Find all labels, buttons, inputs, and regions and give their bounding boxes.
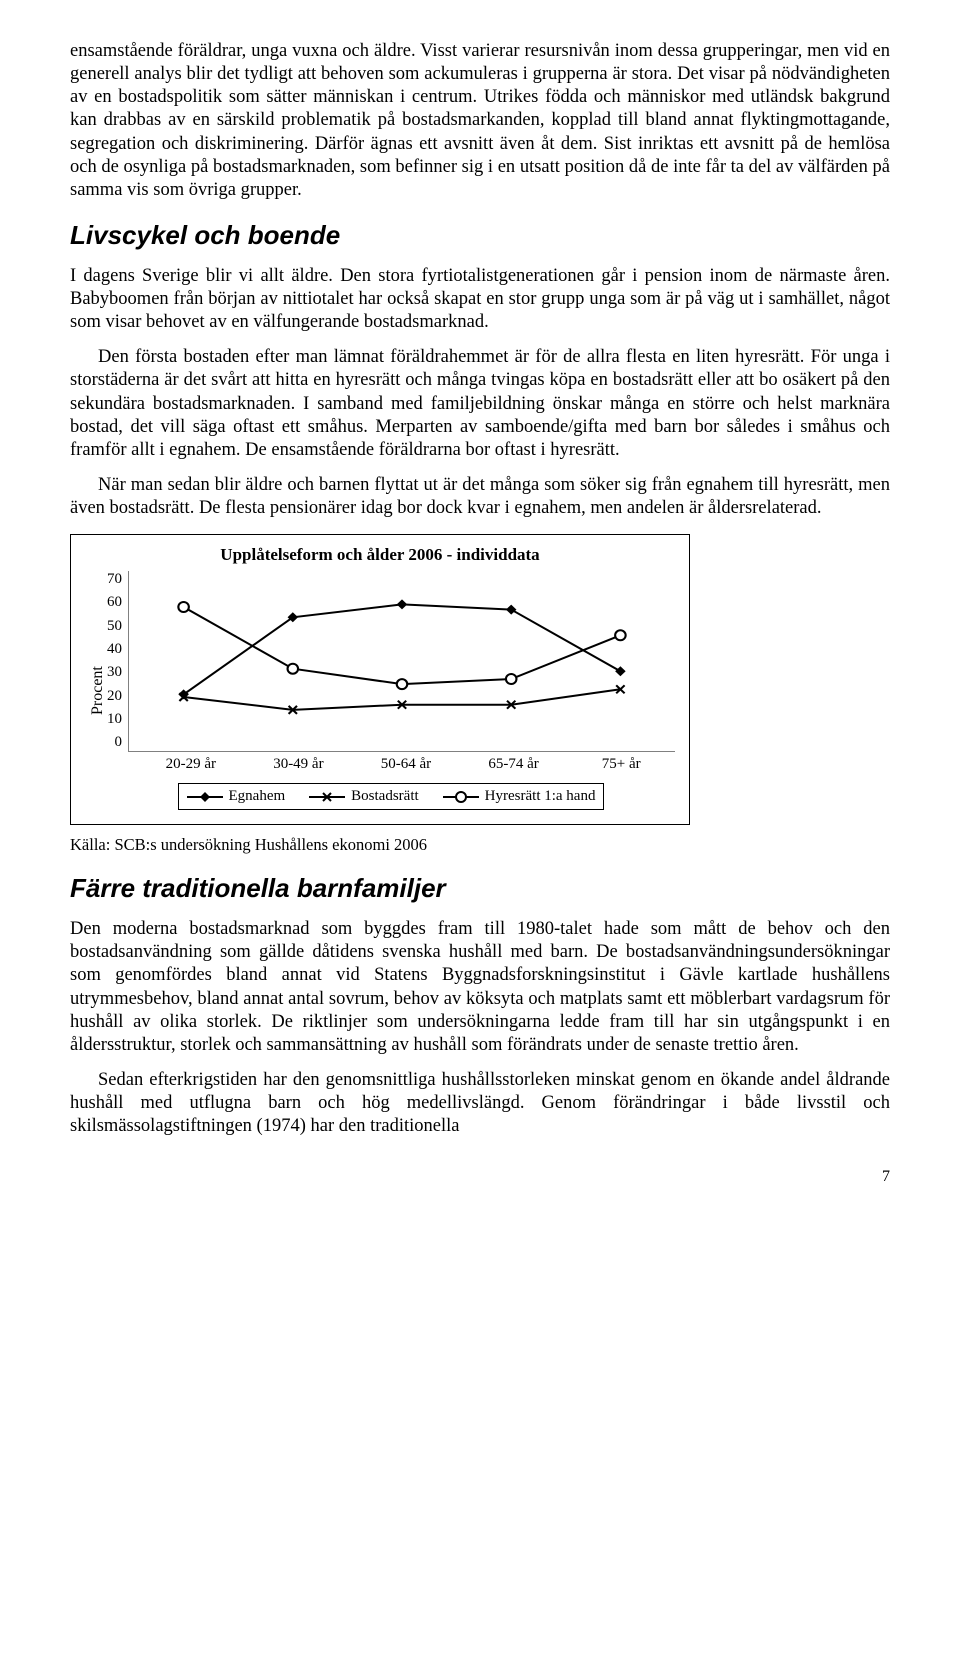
chart-legend: Egnahem Bostadsrätt Hyresrätt 1:a hand [178, 783, 605, 810]
chart-legend-swatch [187, 790, 223, 804]
chart-plot-wrap: 70 60 50 40 30 20 10 0 20-29 år30-49 år50-64 år… [107, 571, 675, 810]
paragraph-intro: ensamstående föräldrar, unga vuxna och ä… [70, 40, 890, 202]
chart-legend-label: Hyresrätt 1:a hand [485, 788, 596, 805]
chart-y-tick: 60 [107, 594, 122, 611]
chart-y-tick: 40 [107, 641, 122, 658]
chart-x-tick: 30-49 år [245, 756, 353, 773]
chart-y-tick: 70 [107, 571, 122, 588]
chart-frame: Upplåtelseform och ålder 2006 - individd… [70, 534, 690, 825]
chart-x-tick: 50-64 år [352, 756, 460, 773]
chart-plot [128, 571, 675, 752]
chart-y-tick: 20 [107, 688, 122, 705]
paragraph-barnfamiljer-2: Sedan efterkrigstiden har den genomsnitt… [70, 1069, 890, 1138]
chart-legend-swatch [443, 790, 479, 804]
chart-legend-label: Bostadsrätt [351, 788, 419, 805]
chart-x-ticks: 20-29 år30-49 år50-64 år65-74 år75+ år [137, 756, 675, 773]
chart-y-tick: 10 [107, 711, 122, 728]
chart-ylabel: Procent [85, 571, 107, 810]
chart-x-tick: 75+ år [567, 756, 675, 773]
paragraph-livscykel-3: När man sedan blir äldre och barnen flyt… [70, 474, 890, 520]
chart-y-tick: 30 [107, 664, 122, 681]
paragraph-barnfamiljer-1: Den moderna bostadsmarknad som byggdes f… [70, 918, 890, 1057]
page: ensamstående föräldrar, unga vuxna och ä… [0, 0, 960, 1226]
chart-y-ticks: 70 60 50 40 30 20 10 0 [107, 571, 128, 751]
chart-x-tick: 20-29 år [137, 756, 245, 773]
chart-plot-row: 70 60 50 40 30 20 10 0 [107, 571, 675, 752]
heading-barnfamiljer: Färre traditionella barnfamiljer [70, 873, 890, 904]
heading-livscykel: Livscykel och boende [70, 220, 890, 251]
chart-y-tick: 0 [107, 734, 122, 751]
chart-legend-item: Egnahem [187, 788, 286, 805]
chart-legend-item: Bostadsrätt [309, 788, 419, 805]
chart-y-tick: 50 [107, 618, 122, 635]
chart-area: Procent 70 60 50 40 30 20 10 0 20-29 år30-49 år… [85, 571, 675, 810]
page-number: 7 [70, 1168, 890, 1186]
chart-x-tick: 65-74 år [460, 756, 568, 773]
chart-legend-item: Hyresrätt 1:a hand [443, 788, 596, 805]
chart-source: Källa: SCB:s undersökning Hushållens eko… [70, 835, 890, 855]
paragraph-livscykel-1: I dagens Sverige blir vi allt äldre. Den… [70, 265, 890, 334]
chart-title: Upplåtelseform och ålder 2006 - individd… [85, 545, 675, 565]
chart-legend-label: Egnahem [229, 788, 286, 805]
chart-legend-swatch [309, 790, 345, 804]
paragraph-livscykel-2: Den första bostaden efter man lämnat för… [70, 346, 890, 462]
